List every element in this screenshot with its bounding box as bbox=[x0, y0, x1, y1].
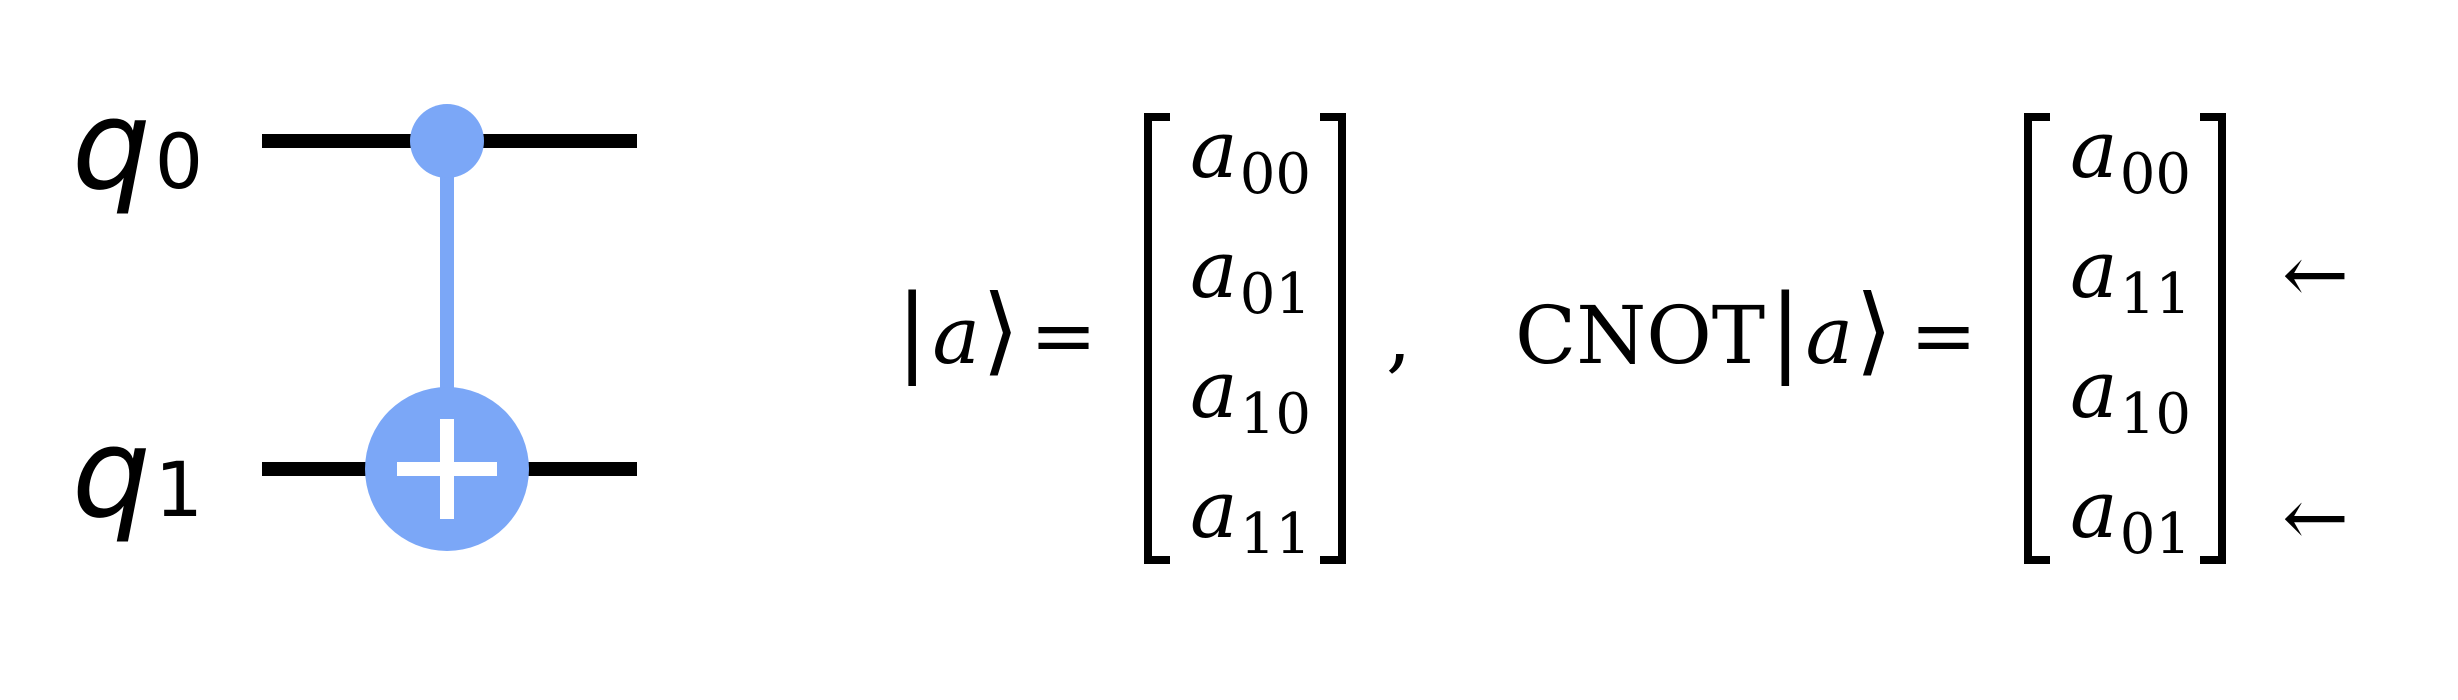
result-entry-3: a01 bbox=[2070, 463, 2191, 567]
result-entry-0: a00 bbox=[2070, 103, 2191, 207]
state-entry-3: a11 bbox=[1190, 463, 1311, 567]
swap-arrow-row-3: ← bbox=[2282, 471, 2349, 564]
right-bracket-open bbox=[2024, 113, 2050, 564]
comma: , bbox=[1386, 289, 1411, 382]
qubit-label-q0: q0 bbox=[72, 74, 203, 218]
cnot-ket-a: CNOT|a⟩ bbox=[1515, 274, 1893, 386]
qubit-label-q1: q1 bbox=[72, 402, 203, 546]
ket-a: |a⟩ bbox=[896, 274, 1020, 386]
state-entry-2: a10 bbox=[1190, 343, 1311, 447]
right-bracket-close bbox=[2200, 113, 2226, 564]
state-entry-1: a01 bbox=[1190, 223, 1311, 327]
state-equation: |a⟩ = a00 a01 a10 a11 , bbox=[896, 103, 1411, 567]
equals-sign-left: = bbox=[1030, 289, 1097, 382]
left-bracket-close bbox=[1320, 113, 1346, 564]
control-dot bbox=[410, 104, 484, 178]
cnot-equation: CNOT|a⟩ = a00 a11 a10 a01 ← ← bbox=[1515, 103, 2349, 567]
result-entry-2: a10 bbox=[2070, 343, 2191, 447]
state-entry-0: a00 bbox=[1190, 103, 1311, 207]
cnot-circuit: q0 q1 bbox=[72, 74, 637, 551]
left-bracket-open bbox=[1144, 113, 1170, 564]
swap-arrow-row-1: ← bbox=[2282, 228, 2349, 321]
result-entry-1: a11 bbox=[2070, 223, 2191, 327]
target-xor-symbol bbox=[365, 387, 529, 551]
equals-sign-right: = bbox=[1910, 289, 1977, 382]
